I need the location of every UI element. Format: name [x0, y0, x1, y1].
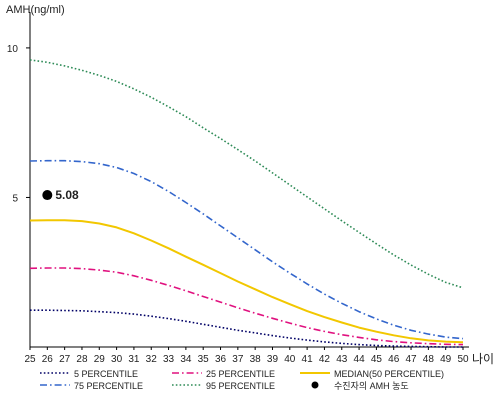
legend-label-5-percentile: 5 PERCENTILE: [74, 369, 138, 379]
x-tick-label: 49: [440, 354, 452, 365]
x-tick-label: 47: [405, 354, 417, 365]
x-tick-label: 36: [215, 354, 227, 365]
y-axis-label: AMH(ng/ml): [6, 4, 65, 16]
y-tick-label: 5: [12, 193, 18, 204]
legend-label-75-percentile: 75 PERCENTILE: [74, 381, 143, 391]
series-line-75-percentile: [29, 159, 464, 340]
legend-label-25-percentile: 25 PERCENTILE: [206, 369, 275, 379]
x-tick-label: 29: [94, 354, 106, 365]
patient-amh-point: [42, 190, 53, 201]
x-tick-label: 39: [267, 354, 279, 365]
legend-swatch-patient-marker: [311, 381, 319, 389]
x-tick-label: 27: [59, 354, 71, 365]
x-tick-label: 31: [128, 354, 140, 365]
x-tick-label: 38: [250, 354, 262, 365]
series-line-median-50-percentile: [29, 219, 464, 344]
x-tick-label: 40: [284, 354, 296, 365]
x-tick-label: 30: [111, 354, 123, 365]
x-tick-label: 34: [180, 354, 192, 365]
x-tick-label: 28: [76, 354, 88, 365]
y-tick-label: 10: [7, 44, 19, 55]
legend: 5 PERCENTILE 25 PERCENTILE MEDIAN(50 PERCE…: [40, 369, 444, 391]
legend-label-amh: 수진자의 AMH 농도: [334, 381, 409, 391]
y-axis-ticks: 5 10: [7, 44, 30, 204]
x-tick-label: 46: [388, 354, 400, 365]
axes: [29, 12, 469, 348]
x-tick-label: 37: [232, 354, 244, 365]
x-tick-label: 25: [24, 354, 36, 365]
x-tick-label: 26: [42, 354, 54, 365]
patient-marker-group: 5.08: [42, 188, 79, 202]
x-axis-label: 나이: [472, 352, 494, 366]
x-tick-label: 43: [336, 354, 348, 365]
series-lines: [29, 59, 464, 348]
x-tick-label: 44: [354, 354, 366, 365]
series-line-95-percentile: [29, 59, 464, 289]
series-line-5-percentile: [30, 309, 463, 348]
legend-label-95-percentile: 95 PERCENTILE: [206, 381, 275, 391]
x-tick-label: 42: [319, 354, 331, 365]
series-line-25-percentile: [29, 267, 464, 346]
x-tick-label: 41: [302, 354, 314, 365]
x-tick-label: 33: [163, 354, 175, 365]
legend-label-median-50-percentile: MEDIAN(50 PERCENTILE): [334, 369, 444, 379]
x-axis-ticks: 25 26 27 28 29 30 31 32 33 34 35 36 37 38 39 40 41 42 43 44…: [24, 347, 469, 365]
x-tick-label: 45: [371, 354, 383, 365]
x-tick-label: 32: [146, 354, 158, 365]
patient-amh-value-label: 5.08: [55, 188, 79, 202]
x-tick-label: 35: [198, 354, 210, 365]
x-tick-label: 50: [457, 354, 469, 365]
x-tick-label: 48: [423, 354, 435, 365]
